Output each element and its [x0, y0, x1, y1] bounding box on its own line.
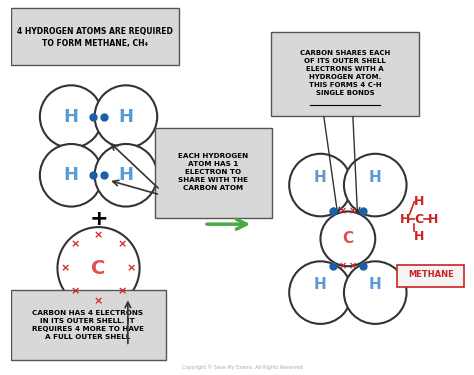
Text: H: H — [369, 277, 382, 292]
Circle shape — [40, 86, 102, 148]
Text: H: H — [64, 166, 79, 184]
Circle shape — [95, 86, 157, 148]
Circle shape — [289, 261, 352, 324]
Circle shape — [95, 144, 157, 207]
Text: ×: × — [339, 261, 347, 271]
Text: METHANE: METHANE — [408, 270, 454, 279]
Text: ×: × — [70, 240, 80, 250]
Text: 4 HYDROGEN ATOMS ARE REQUIRED
TO FORM METHANE, CH₄: 4 HYDROGEN ATOMS ARE REQUIRED TO FORM ME… — [17, 27, 173, 48]
Text: H: H — [314, 170, 327, 185]
Text: H: H — [401, 213, 411, 226]
Text: H: H — [64, 108, 79, 126]
Text: H: H — [314, 277, 327, 292]
Text: ×: × — [349, 261, 357, 271]
Circle shape — [57, 227, 140, 309]
Text: ×: × — [94, 296, 103, 306]
Text: ×: × — [94, 230, 103, 240]
Text: CARBON SHARES EACH
OF ITS OUTER SHELL
ELECTRONS WITH A
HYDROGEN ATOM.
THIS FORMS: CARBON SHARES EACH OF ITS OUTER SHELL EL… — [300, 50, 390, 96]
Text: Copyright © Save My Exams. All Rights Reserved: Copyright © Save My Exams. All Rights Re… — [182, 364, 302, 370]
Circle shape — [289, 154, 352, 216]
FancyBboxPatch shape — [155, 128, 272, 218]
Text: C: C — [91, 259, 106, 278]
Text: ×: × — [61, 263, 70, 273]
Text: C: C — [415, 213, 424, 226]
FancyBboxPatch shape — [397, 265, 464, 287]
Text: +: + — [89, 209, 108, 229]
Text: ×: × — [349, 207, 357, 216]
Text: H: H — [118, 166, 133, 184]
FancyArrowPatch shape — [207, 219, 246, 229]
Text: H: H — [414, 230, 424, 243]
Text: H: H — [369, 170, 382, 185]
Text: ×: × — [70, 286, 80, 297]
Circle shape — [344, 261, 407, 324]
Text: ×: × — [339, 207, 347, 216]
Circle shape — [344, 154, 407, 216]
FancyBboxPatch shape — [10, 8, 179, 65]
Text: H: H — [414, 195, 424, 208]
Text: EACH HYDROGEN
ATOM HAS 1
ELECTRON TO
SHARE WITH THE
CARBON ATOM: EACH HYDROGEN ATOM HAS 1 ELECTRON TO SHA… — [178, 153, 248, 191]
Text: CARBON HAS 4 ELECTRONS
IN ITS OUTER SHELL. IT
REQUIRES 4 MORE TO HAVE
A FULL OUT: CARBON HAS 4 ELECTRONS IN ITS OUTER SHEL… — [32, 310, 144, 340]
FancyBboxPatch shape — [10, 290, 166, 360]
Circle shape — [320, 211, 375, 266]
Text: H: H — [428, 213, 438, 226]
FancyBboxPatch shape — [271, 32, 419, 115]
Circle shape — [40, 144, 102, 207]
Text: C: C — [342, 231, 354, 246]
Text: ×: × — [127, 263, 137, 273]
Text: H: H — [118, 108, 133, 126]
Text: ×: × — [118, 240, 127, 250]
Text: ×: × — [118, 286, 127, 297]
